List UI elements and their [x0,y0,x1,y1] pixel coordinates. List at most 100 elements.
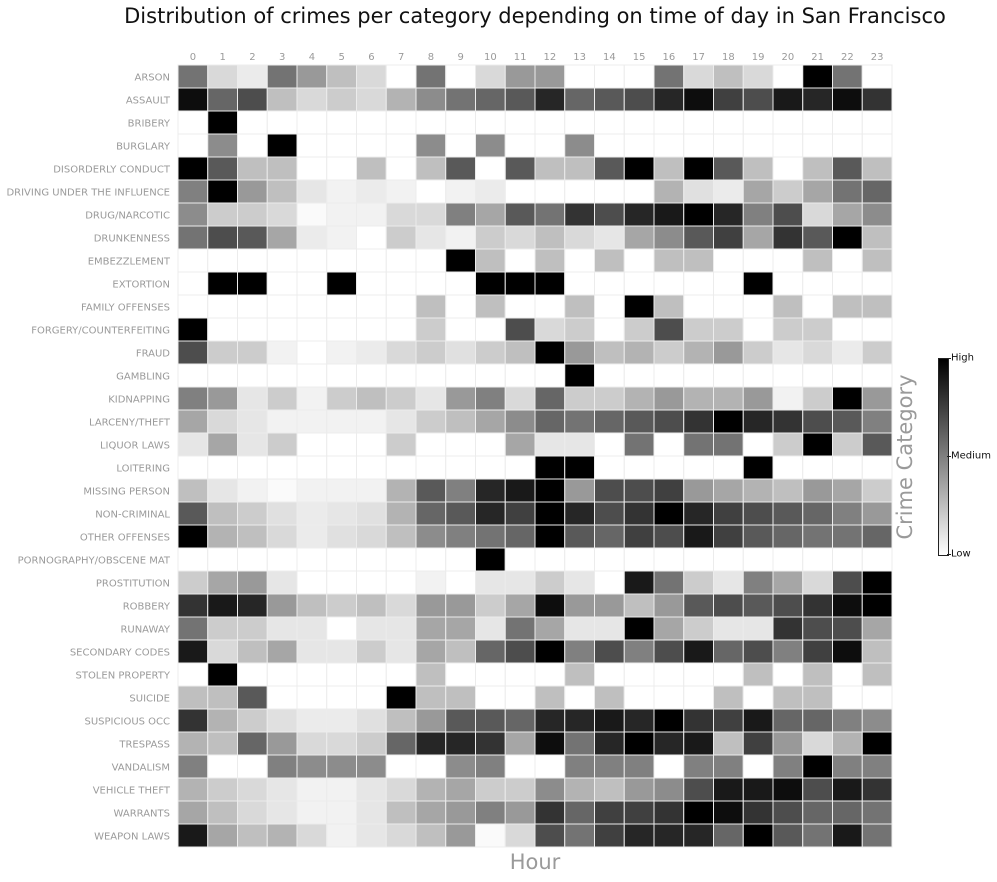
y-tick-label: DISORDERLY CONDUCT [53,165,171,176]
heatmap-cell [445,179,476,204]
heatmap-cell [266,731,298,756]
heatmap-cell [415,800,447,825]
heatmap-cell [237,179,268,204]
heatmap-cell [326,409,357,434]
heatmap-cell [296,156,328,181]
heatmap-cell [594,455,625,480]
heatmap-cell [475,593,506,618]
heatmap-cell [266,524,298,549]
heatmap-cell [534,409,566,434]
heatmap-cell [415,271,447,296]
heatmap-cell [207,754,238,779]
heatmap-cell [356,432,387,457]
heatmap-cell [177,754,209,779]
heatmap-cell [415,294,447,319]
heatmap-cell [713,179,744,204]
heatmap-cell [385,202,417,227]
heatmap-cell [772,110,804,135]
heatmap-cell [445,225,476,250]
heatmap-cell [207,340,238,365]
heatmap-cell [832,409,863,434]
heatmap-cell [832,570,863,595]
heatmap-cell [832,64,863,89]
y-tick-label: EXTORTION [112,280,170,291]
heatmap-cell [742,754,774,779]
heatmap-cell [475,363,506,388]
heatmap-cell [326,524,357,549]
heatmap-cell [713,248,744,273]
heatmap-cell [415,409,447,434]
heatmap-cell [713,524,744,549]
heatmap-cell [385,754,417,779]
heatmap-cell [802,662,833,687]
x-tick-label: 9 [457,52,463,63]
heatmap-cell [713,731,744,756]
heatmap-cell [802,156,833,181]
y-tick-label: OTHER OFFENSES [80,533,170,544]
heatmap-cell [861,639,893,664]
heatmap-cell [802,340,833,365]
heatmap-cell [177,708,209,733]
heatmap-cell [683,317,714,342]
heatmap-cell [623,455,655,480]
heatmap-cell [296,501,328,526]
heatmap-cell [564,133,595,158]
heatmap-cell [742,363,774,388]
heatmap-cell [832,662,863,687]
heatmap-cell [534,64,566,89]
heatmap-cell [683,823,714,848]
heatmap-cell [475,455,506,480]
heatmap-cell [832,478,863,503]
heatmap-cell [653,179,685,204]
heatmap-cell [861,110,893,135]
heatmap-cell [475,225,506,250]
heatmap-cell [415,547,447,572]
heatmap-cell [742,524,774,549]
heatmap-cell [356,616,387,641]
heatmap-cell [861,317,893,342]
heatmap-cell [623,662,655,687]
heatmap-cell [296,363,328,388]
heatmap-cell [415,823,447,848]
heatmap-cell [742,777,774,802]
heatmap-cell [177,202,209,227]
heatmap-cell [266,754,298,779]
heatmap-cell [772,340,804,365]
heatmap-cell [326,593,357,618]
heatmap-cell [713,478,744,503]
heatmap-cell [385,662,417,687]
heatmap-cell [832,547,863,572]
heatmap-cell [534,777,566,802]
heatmap-cell [385,616,417,641]
heatmap-cell [653,478,685,503]
colorbar-gradient [938,358,949,556]
heatmap-cell [534,110,566,135]
heatmap-cell [564,662,595,687]
y-tick-label: DRIVING UNDER THE INFLUENCE [6,188,170,199]
heatmap-cell [504,87,536,112]
heatmap-cell [564,685,595,710]
heatmap-cell [177,156,209,181]
heatmap-cell [594,202,625,227]
y-tick-label: BURGLARY [116,142,171,153]
x-tick-label: 8 [428,52,434,63]
heatmap-cell [415,179,447,204]
heatmap-cell [772,271,804,296]
heatmap-cell [445,616,476,641]
heatmap-cell [861,133,893,158]
heatmap-cell [772,202,804,227]
heatmap-cell [296,386,328,411]
heatmap-cell [861,386,893,411]
heatmap-cell [683,570,714,595]
heatmap-cell [475,639,506,664]
heatmap-cell [623,823,655,848]
heatmap-cell [742,455,774,480]
heatmap-cell [713,110,744,135]
heatmap-cell [504,685,536,710]
heatmap-cell [772,225,804,250]
heatmap-cell [564,501,595,526]
heatmap-cell [802,639,833,664]
heatmap-cell [385,524,417,549]
heatmap-cell [594,248,625,273]
